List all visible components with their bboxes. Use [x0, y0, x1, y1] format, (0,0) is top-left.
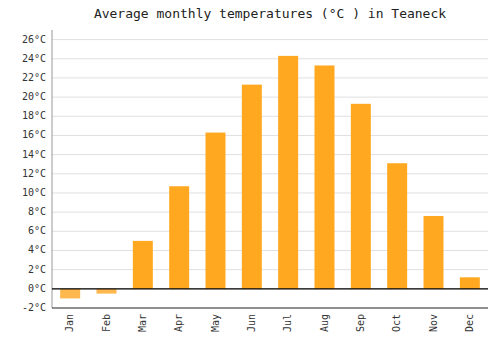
- bar: [278, 56, 298, 289]
- grid-line: [52, 116, 488, 117]
- y-tick-label: 22°C: [22, 72, 46, 83]
- x-tick-label: Jan: [64, 314, 75, 332]
- grid-line: [52, 58, 488, 59]
- bars: [60, 56, 480, 299]
- title: Average monthly temperatures (°C ) in Te…: [94, 6, 446, 21]
- y-tick-label: 18°C: [22, 110, 46, 121]
- x-axis: Jan Feb Mar Apr May Jun Jul Aug Sep Oct Nov Dec: [64, 314, 475, 332]
- y-tick-label: 14°C: [22, 149, 46, 160]
- bar: [60, 289, 80, 299]
- y-tick-label: 2°C: [28, 264, 46, 275]
- y-tick-label: 0°C: [28, 283, 46, 294]
- x-axis-line: [52, 308, 488, 309]
- grid-line: [52, 288, 488, 289]
- grid-line: [52, 77, 488, 78]
- bar: [351, 104, 371, 289]
- x-tick-label: Oct: [391, 314, 402, 332]
- grid: [52, 40, 488, 308]
- y-tick-label: 10°C: [22, 187, 46, 198]
- y-tick-label: 8°C: [28, 206, 46, 217]
- y-tick-label: 20°C: [22, 91, 46, 102]
- x-tick-label: Jul: [282, 314, 293, 332]
- grid-line: [52, 269, 488, 270]
- y-tick-label: -2°C: [22, 302, 46, 313]
- grid-line: [52, 97, 488, 98]
- grid-line: [52, 154, 488, 155]
- zero-line: [52, 288, 488, 289]
- x-tick-label: Feb: [101, 314, 112, 332]
- grid-line: [52, 39, 488, 40]
- y-tick-label: 26°C: [22, 34, 46, 45]
- grid-line: [52, 173, 488, 174]
- chart: -2°C 0°C 2°C 4°C 6°C 8°C 10°C 12°C 14°C 16°C 18°C 2…: [0, 0, 500, 350]
- y-tick-label: 16°C: [22, 129, 46, 140]
- grid-line: [52, 308, 488, 309]
- bar: [460, 277, 480, 289]
- bar: [242, 85, 262, 289]
- grid-line: [52, 135, 488, 136]
- bar: [133, 241, 153, 289]
- bar: [424, 216, 444, 289]
- bar: [206, 133, 226, 289]
- grid-line: [52, 192, 488, 193]
- x-tick-label: Jun: [246, 314, 257, 332]
- grid-line: [52, 212, 488, 213]
- x-tick-label: Sep: [355, 314, 366, 332]
- y-tick-label: 24°C: [22, 53, 46, 64]
- x-tick-label: Apr: [173, 314, 184, 332]
- y-axis: -2°C 0°C 2°C 4°C 6°C 8°C 10°C 12°C 14°C 16°C 18°C 2…: [22, 30, 52, 313]
- y-tick-label: 4°C: [28, 244, 46, 255]
- bar: [387, 163, 407, 289]
- x-tick-label: May: [210, 314, 221, 332]
- x-tick-label: Nov: [428, 314, 439, 332]
- x-tick-label: Dec: [464, 314, 475, 332]
- grid-line: [52, 231, 488, 232]
- y-axis-line: [52, 30, 53, 308]
- bar: [97, 289, 117, 294]
- x-tick-label: Mar: [137, 314, 148, 332]
- x-tick-label: Aug: [319, 314, 330, 332]
- bar: [169, 186, 189, 289]
- y-tick-label: 6°C: [28, 225, 46, 236]
- grid-line: [52, 250, 488, 251]
- bar: [315, 65, 335, 288]
- y-tick-label: 12°C: [22, 168, 46, 179]
